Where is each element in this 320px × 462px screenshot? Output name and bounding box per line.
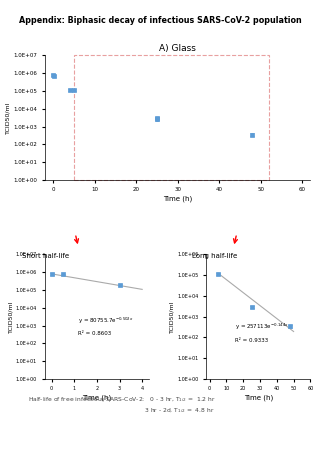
- Text: y = 80755.7e$^{-0.502x}$: y = 80755.7e$^{-0.502x}$: [78, 316, 134, 326]
- X-axis label: Time (h): Time (h): [163, 195, 192, 202]
- Title: A) Glass: A) Glass: [159, 44, 196, 53]
- Y-axis label: TCID50/ml: TCID50/ml: [8, 300, 13, 333]
- Y-axis label: TCID50/ml: TCID50/ml: [170, 300, 175, 333]
- X-axis label: Time (h): Time (h): [82, 394, 111, 401]
- Text: Appendix: Biphasic decay of infectious SARS-CoV-2 population: Appendix: Biphasic decay of infectious S…: [19, 16, 301, 25]
- Text: Long half-life: Long half-life: [192, 254, 237, 259]
- Text: y = 257113e$^{-0.144x}$: y = 257113e$^{-0.144x}$: [236, 322, 289, 332]
- Bar: [74, 55, 269, 180]
- Y-axis label: TCID50/ml: TCID50/ml: [5, 102, 11, 134]
- Text: Short half-life: Short half-life: [22, 254, 69, 259]
- Text: 3 hr - 2d, T$_{1/2}$ =  4.8 hr: 3 hr - 2d, T$_{1/2}$ = 4.8 hr: [28, 407, 215, 415]
- Text: R² = 0.9333: R² = 0.9333: [236, 338, 269, 342]
- Text: R² = 0.8603: R² = 0.8603: [78, 331, 111, 336]
- X-axis label: Time (h): Time (h): [244, 394, 273, 401]
- Text: Half-life of free infectious SARS-CoV-2:   0 - 3 hr, T$_{1/2}$ =  1.2 hr: Half-life of free infectious SARS-CoV-2:…: [28, 395, 215, 404]
